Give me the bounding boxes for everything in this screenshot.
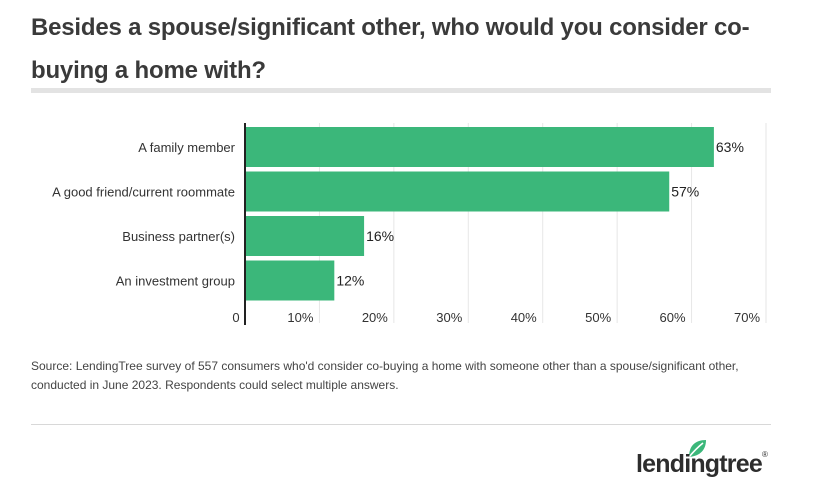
source-note: Source: LendingTree survey of 557 consum… bbox=[31, 359, 739, 392]
chart-title: Besides a spouse/significant other, who … bbox=[31, 14, 750, 84]
x-tick-label: 70% bbox=[734, 310, 760, 325]
data-label: 63% bbox=[716, 139, 744, 155]
category-label: A family member bbox=[138, 140, 235, 155]
x-tick-label: 10% bbox=[287, 310, 313, 325]
title-divider bbox=[31, 88, 771, 93]
x-tick-label: 40% bbox=[511, 310, 537, 325]
data-label: 16% bbox=[366, 228, 394, 244]
data-label: 12% bbox=[336, 273, 364, 289]
bar-chart: A family member 63% A good friend/current … bbox=[52, 123, 767, 325]
x-tick-label: 20% bbox=[362, 310, 388, 325]
logo-wordmark: lendingtree® bbox=[636, 450, 768, 478]
bar bbox=[245, 216, 365, 256]
leaf-icon bbox=[688, 440, 706, 458]
lendingtree-logo: lendingtree® bbox=[636, 438, 776, 484]
bar bbox=[245, 127, 714, 167]
category-label: An investment group bbox=[116, 274, 235, 289]
x-tick-label: 30% bbox=[436, 310, 462, 325]
x-tick-label: 50% bbox=[585, 310, 611, 325]
category-label: Business partner(s) bbox=[122, 229, 235, 244]
data-label: 57% bbox=[671, 184, 699, 200]
footer-divider bbox=[31, 424, 771, 425]
x-tick-label: 60% bbox=[660, 310, 686, 325]
category-label: A good friend/current roommate bbox=[52, 185, 235, 200]
bar bbox=[245, 171, 670, 212]
bar bbox=[245, 260, 335, 301]
x-tick-label: 0 bbox=[232, 310, 239, 325]
